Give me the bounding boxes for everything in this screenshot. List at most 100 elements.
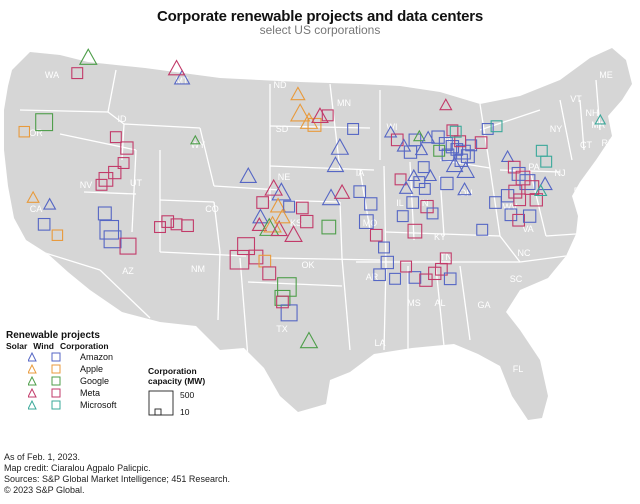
state-label-va: VA (522, 224, 533, 234)
state-label-ma: MA (591, 120, 605, 130)
state-label-pa: PA (528, 162, 539, 172)
state-border (579, 99, 585, 151)
marker-amazon-wind (476, 223, 489, 236)
state-border (217, 251, 221, 321)
marker-apple-solar (263, 215, 282, 233)
state-label-or: OR (29, 128, 43, 138)
state-labels: WA OR ID MT ND MN WI MI ME VT NH MA RI CT NY SD WY NV CA UT… (29, 70, 613, 374)
state-label-ok: OK (301, 260, 314, 270)
state-border (479, 109, 541, 131)
legend-wind-meta (51, 388, 61, 397)
legend-rows: Amazon Apple Google Meta Microsoft (6, 351, 117, 411)
marker-amazon-solar (414, 143, 429, 156)
marker-amazon-solar (421, 130, 436, 144)
legend-row-meta: Meta (6, 387, 117, 399)
legend-solar-microsoft (28, 399, 37, 409)
marker-meta-wind (119, 237, 137, 255)
marker-meta-wind (300, 214, 314, 229)
marker-meta-wind (474, 136, 488, 149)
marker-amazon-wind (280, 304, 298, 322)
state-label-fl: FL (513, 364, 524, 374)
marker-meta-wind (407, 223, 423, 239)
legend-symbols-meta (28, 387, 61, 397)
legend-label-meta: Meta (80, 388, 101, 398)
marker-meta-wind (512, 213, 525, 227)
marker-meta-wind (369, 228, 383, 242)
marker-amazon-solar (252, 208, 269, 224)
state-border (435, 267, 445, 347)
state-border (499, 235, 521, 263)
marker-meta-wind (321, 109, 334, 122)
state-border (239, 257, 249, 359)
state-label-me: ME (599, 70, 613, 80)
marker-meta-wind (439, 252, 452, 265)
legend-row-apple: Apple (6, 363, 117, 375)
state-label-mo: MO (363, 218, 378, 228)
marker-apple-wind (51, 229, 64, 241)
marker-amazon-wind (522, 209, 537, 223)
marker-amazon-wind (353, 185, 367, 198)
state-label-de: DE (574, 186, 587, 196)
state-label-ga: GA (477, 300, 490, 310)
state-border (123, 123, 201, 129)
legend-symbols-google (28, 375, 61, 385)
marker-amazon-solar (330, 137, 350, 155)
state-border (199, 127, 215, 187)
marker-amazon-wind (347, 122, 360, 135)
legend-label-microsoft: Microsoft (80, 400, 117, 410)
legend-symbols-apple (28, 363, 61, 373)
state-label-ct: CT (580, 140, 592, 150)
state-border (131, 149, 137, 233)
state-label-nc: NC (518, 248, 531, 258)
state-border (489, 167, 501, 237)
marker-meta-wind (120, 141, 134, 155)
capacity-legend-title: Corporation capacity (MW) (148, 366, 205, 386)
marker-amazon-wind (440, 176, 454, 191)
marker-amazon-wind (97, 206, 112, 221)
state-border (339, 201, 343, 259)
marker-amazon-wind (426, 207, 439, 220)
state-label-wa: WA (45, 70, 59, 80)
capacity-max-value: 500 (180, 390, 195, 400)
state-border (99, 269, 151, 319)
marker-amazon-wind (37, 217, 51, 231)
marker-amazon-wind (396, 210, 409, 223)
state-border (41, 251, 101, 271)
marker-amazon-wind (441, 148, 455, 162)
legend-label-amazon: Amazon (80, 352, 114, 362)
marker-microsoft-solar (594, 113, 607, 125)
legend-row-microsoft: Microsoft (6, 399, 117, 411)
marker-microsoft-wind (490, 120, 503, 133)
marker-meta-solar (333, 183, 351, 199)
legend-solar-google (28, 375, 37, 385)
marker-amazon-solar (423, 168, 438, 182)
state-label-tn: TN (440, 252, 452, 262)
state-border (329, 83, 341, 171)
capacity-values: 500 10 (180, 387, 194, 421)
state-border (519, 255, 567, 263)
state-border (19, 109, 109, 113)
marker-amazon-wind (454, 153, 468, 167)
state-label-md: MD (577, 198, 591, 208)
legend-label-apple: Apple (80, 364, 104, 374)
marker-google-solar (412, 129, 426, 142)
capacity-title-line1: Corporation (148, 366, 197, 376)
marker-amazon-wind (406, 196, 420, 209)
legend-row-google: Google (6, 375, 117, 387)
marker-microsoft-solar (533, 183, 548, 197)
state-border (59, 133, 137, 151)
state-border (159, 199, 215, 203)
state-label-ms: MS (407, 298, 421, 308)
marker-meta-wind (237, 237, 256, 256)
legend-solar-meta (28, 387, 37, 397)
marker-amazon-wind (408, 133, 422, 147)
marker-amazon-wind (380, 255, 394, 270)
marker-meta-solar (284, 225, 303, 242)
marker-apple-wind (18, 125, 31, 138)
marker-apple-solar (26, 190, 40, 203)
marker-google-wind (433, 144, 446, 157)
state-label-il: IL (396, 198, 404, 208)
legend-col-solar: Solar (6, 341, 28, 351)
